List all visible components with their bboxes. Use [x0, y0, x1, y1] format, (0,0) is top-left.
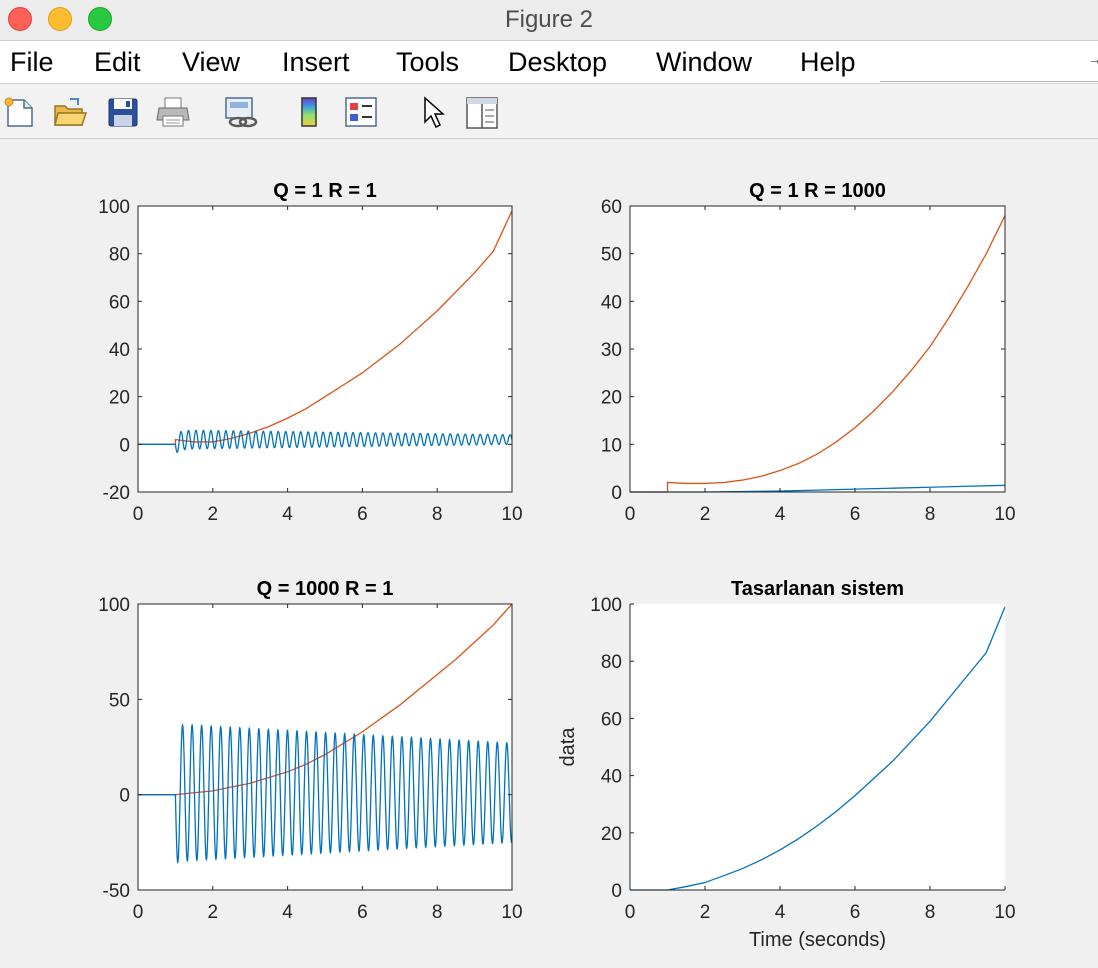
menu-file[interactable]: File [10, 47, 54, 77]
x-tick-label: 4 [282, 902, 293, 923]
open-file-icon[interactable] [52, 96, 88, 128]
y-tick-label: 50 [601, 245, 622, 266]
save-icon[interactable] [106, 96, 140, 128]
axes-2[interactable] [629, 205, 1006, 493]
x-tick-label: 2 [208, 504, 219, 525]
y-tick-label: 30 [601, 340, 622, 361]
new-figure-icon[interactable] [2, 96, 36, 128]
x-tick-label: 0 [133, 902, 144, 923]
y-axis-label: data [557, 727, 579, 767]
menu-help[interactable]: Help [800, 47, 856, 77]
menu-tools[interactable]: Tools [396, 47, 460, 77]
y-tick-label: 40 [109, 340, 130, 361]
x-tick-label: 8 [925, 902, 936, 923]
series-line-2 [138, 723, 512, 864]
axes-title: Q = 1 R = 1 [273, 180, 376, 202]
axes-box [137, 603, 513, 891]
axes-1[interactable] [137, 205, 513, 493]
legend-icon[interactable] [344, 96, 378, 128]
series-line-1 [630, 215, 1005, 493]
menu-overflow-icon[interactable]: → [1088, 51, 1098, 67]
x-tick-label: 0 [625, 902, 636, 923]
x-tick-label: 8 [925, 504, 936, 525]
axes-3[interactable] [137, 603, 513, 891]
axes-background [138, 206, 512, 492]
menu-desktop[interactable]: Desktop [508, 47, 608, 77]
x-tick-label: 4 [775, 902, 786, 923]
menu-bar: File Edit View Insert Tools Desktop Wind… [0, 41, 1098, 84]
x-tick-label: 2 [208, 902, 219, 923]
close-window-button[interactable] [8, 7, 32, 31]
series-line-2 [138, 429, 512, 453]
y-tick-label: 0 [119, 435, 130, 456]
y-tick-label: 40 [601, 767, 622, 788]
menu-separator [880, 81, 1098, 82]
x-axis-label: Time (seconds) [749, 929, 886, 951]
link-plot-icon[interactable] [222, 96, 260, 130]
pointer-icon[interactable] [420, 96, 448, 130]
x-tick-label: 10 [994, 902, 1015, 923]
y-tick-label: 20 [109, 388, 130, 409]
axes-background [630, 206, 1005, 492]
print-icon[interactable] [156, 96, 192, 128]
y-tick-label: 0 [119, 786, 130, 807]
x-tick-label: 6 [850, 902, 861, 923]
y-tick-label: 10 [601, 435, 622, 456]
minimize-window-button[interactable] [48, 7, 72, 31]
y-tick-label: 100 [98, 595, 130, 616]
x-tick-label: 2 [700, 504, 711, 525]
menu-insert[interactable]: Insert [282, 47, 350, 77]
x-tick-label: 8 [432, 902, 443, 923]
x-tick-label: 6 [357, 902, 368, 923]
axes-4[interactable] [629, 603, 1006, 891]
figure-toolbar [0, 84, 1098, 139]
y-tick-label: 20 [601, 824, 622, 845]
series-line-1 [138, 210, 512, 445]
x-tick-label: 6 [850, 504, 861, 525]
axes-title: Q = 1000 R = 1 [257, 578, 394, 600]
x-tick-label: 4 [282, 504, 293, 525]
y-tick-label: 50 [109, 690, 130, 711]
y-tick-label: -50 [103, 881, 130, 902]
y-tick-label: -20 [103, 483, 130, 504]
axes-title: Tasarlanan sistem [731, 578, 904, 600]
y-tick-label: 40 [601, 292, 622, 313]
x-tick-label: 0 [133, 504, 144, 525]
maximize-window-button[interactable] [88, 7, 112, 31]
axes-title: Q = 1 R = 1000 [749, 180, 886, 202]
y-tick-label: 0 [611, 483, 622, 504]
x-tick-label: 6 [357, 504, 368, 525]
y-tick-label: 100 [590, 595, 622, 616]
y-tick-label: 80 [109, 245, 130, 266]
x-tick-label: 0 [625, 504, 636, 525]
x-tick-label: 2 [700, 902, 711, 923]
y-tick-label: 20 [601, 388, 622, 409]
y-tick-label: 0 [611, 881, 622, 902]
axes-background [630, 604, 1005, 890]
y-tick-label: 60 [601, 197, 622, 218]
menu-view[interactable]: View [182, 47, 241, 77]
menu-window[interactable]: Window [656, 47, 753, 77]
x-tick-label: 4 [775, 504, 786, 525]
x-tick-label: 10 [501, 504, 522, 525]
property-inspector-icon[interactable] [464, 96, 500, 130]
colorbar-icon[interactable] [296, 96, 324, 130]
window-titlebar: Figure 2 [0, 0, 1098, 41]
x-tick-label: 10 [994, 504, 1015, 525]
y-tick-label: 60 [601, 709, 622, 730]
series-line-1 [630, 606, 1005, 891]
x-tick-label: 8 [432, 504, 443, 525]
x-tick-label: 10 [501, 902, 522, 923]
y-tick-label: 60 [109, 292, 130, 313]
menu-edit[interactable]: Edit [94, 47, 141, 77]
y-tick-label: 80 [601, 652, 622, 673]
y-tick-label: 100 [98, 197, 130, 218]
window-title: Figure 2 [504, 6, 594, 33]
